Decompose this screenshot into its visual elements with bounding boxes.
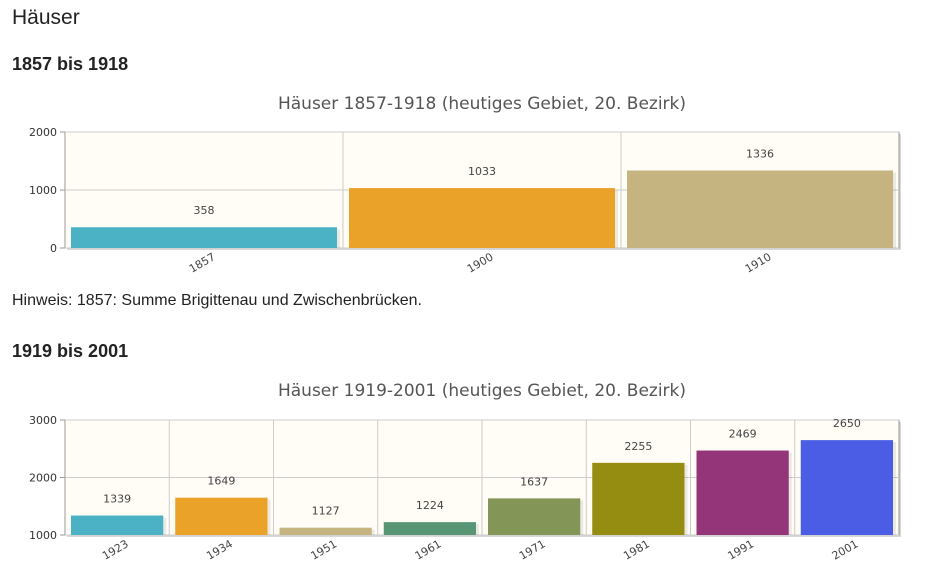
data-label-1951: 1127 bbox=[312, 505, 340, 518]
x-tick-label-1900: 1900 bbox=[465, 250, 496, 275]
section-title-1919-2001: 1919 bis 2001 bbox=[12, 341, 129, 361]
y-tick-label: 2000 bbox=[29, 126, 57, 139]
data-label-1934: 1649 bbox=[207, 475, 235, 488]
bar-1923 bbox=[71, 515, 164, 535]
section-title-1857-1918: 1857 bis 1918 bbox=[12, 54, 129, 74]
data-label-1900: 1033 bbox=[468, 165, 496, 178]
data-label-1857: 358 bbox=[194, 204, 215, 217]
x-tick-label-1951: 1951 bbox=[309, 537, 340, 562]
data-label-1971: 1637 bbox=[520, 475, 548, 488]
bar-1991 bbox=[696, 450, 789, 535]
x-tick-label-1934: 1934 bbox=[204, 537, 235, 562]
x-tick-label-1857: 1857 bbox=[187, 250, 218, 275]
y-tick-label: 0 bbox=[50, 242, 57, 255]
bar-1910 bbox=[627, 170, 893, 248]
bar-1900 bbox=[349, 188, 615, 248]
chart-note: Hinweis: 1857: Summe Brigittenau und Zwi… bbox=[12, 292, 422, 309]
x-tick-label-1910: 1910 bbox=[743, 250, 774, 275]
page-title: Häuser bbox=[12, 6, 80, 29]
bar-1961 bbox=[383, 522, 476, 535]
y-tick-label: 3000 bbox=[29, 414, 57, 427]
x-tick-label-1991: 1991 bbox=[726, 537, 757, 562]
x-tick-label-1923: 1923 bbox=[100, 537, 131, 562]
x-tick-label-1981: 1981 bbox=[621, 537, 652, 562]
data-label-1923: 1339 bbox=[103, 493, 131, 506]
chart-haeuser-1919-2001: Häuser 1919-2001 (heutiges Gebiet, 20. B… bbox=[29, 381, 901, 563]
x-tick-label-1971: 1971 bbox=[517, 537, 548, 562]
chart-title: Häuser 1857-1918 (heutiges Gebiet, 20. B… bbox=[278, 94, 686, 114]
data-label-1910: 1336 bbox=[746, 148, 774, 161]
bar-1934 bbox=[175, 497, 268, 535]
data-label-2001: 2650 bbox=[833, 417, 861, 430]
bar-2001 bbox=[800, 440, 893, 535]
data-label-1981: 2255 bbox=[624, 440, 652, 453]
chart-haeuser-1857-1918: Häuser 1857-1918 (heutiges Gebiet, 20. B… bbox=[29, 94, 901, 276]
y-tick-label: 1000 bbox=[29, 184, 57, 197]
bar-1981 bbox=[592, 462, 685, 535]
data-label-1961: 1224 bbox=[416, 499, 444, 512]
chart-title: Häuser 1919-2001 (heutiges Gebiet, 20. B… bbox=[278, 381, 686, 401]
x-tick-label-2001: 2001 bbox=[830, 537, 861, 562]
bar-1857 bbox=[71, 227, 337, 248]
y-tick-label: 2000 bbox=[29, 472, 57, 485]
x-tick-label-1961: 1961 bbox=[413, 537, 444, 562]
data-label-1991: 2469 bbox=[729, 428, 757, 441]
bar-1951 bbox=[279, 527, 372, 535]
y-tick-label: 1000 bbox=[29, 529, 57, 542]
bar-1971 bbox=[488, 498, 581, 535]
